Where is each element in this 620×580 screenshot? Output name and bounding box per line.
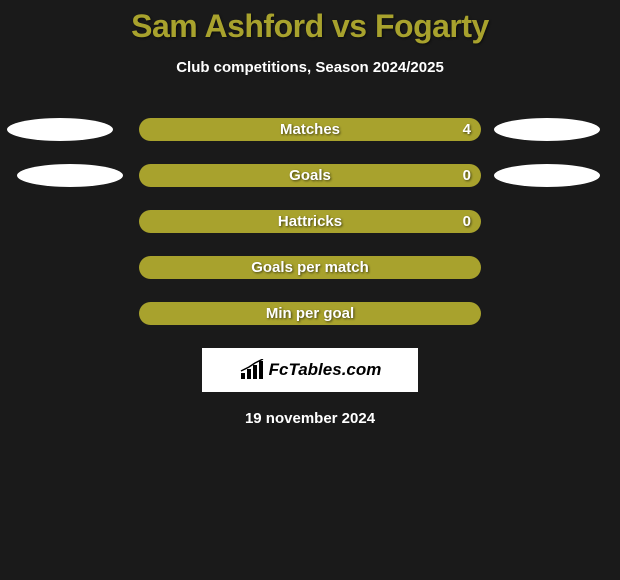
stat-row: Hattricks 0 [0,210,620,233]
stat-row: Min per goal [0,302,620,325]
right-value-ellipse [494,118,600,141]
stat-value: 0 [463,213,471,230]
stat-bar: Min per goal [139,302,481,325]
comparison-card: Sam Ashford vs Fogarty Club competitions… [0,0,620,427]
date-label: 19 november 2024 [245,410,375,427]
left-value-ellipse [7,118,113,141]
stat-bar: Goals per match [139,256,481,279]
stat-value: 0 [463,167,471,184]
page-subtitle: Club competitions, Season 2024/2025 [176,59,444,76]
left-value-ellipse [17,164,123,187]
bar-chart-icon [239,359,265,381]
stat-label: Hattricks [278,213,342,230]
source-logo: FcTables.com [202,348,418,392]
stat-label: Goals per match [251,259,369,276]
stat-bar: Goals 0 [139,164,481,187]
stat-label: Matches [280,121,340,138]
stat-label: Goals [289,167,331,184]
stats-list: Matches 4 Goals 0 Hattricks 0 Goals per … [0,118,620,325]
right-value-ellipse [494,164,600,187]
logo-text: FcTables.com [269,360,382,380]
stat-row: Goals per match [0,256,620,279]
stat-bar: Matches 4 [139,118,481,141]
stat-row: Matches 4 [0,118,620,141]
stat-row: Goals 0 [0,164,620,187]
stat-bar: Hattricks 0 [139,210,481,233]
stat-label: Min per goal [266,305,354,322]
page-title: Sam Ashford vs Fogarty [131,8,489,45]
stat-value: 4 [463,121,471,138]
